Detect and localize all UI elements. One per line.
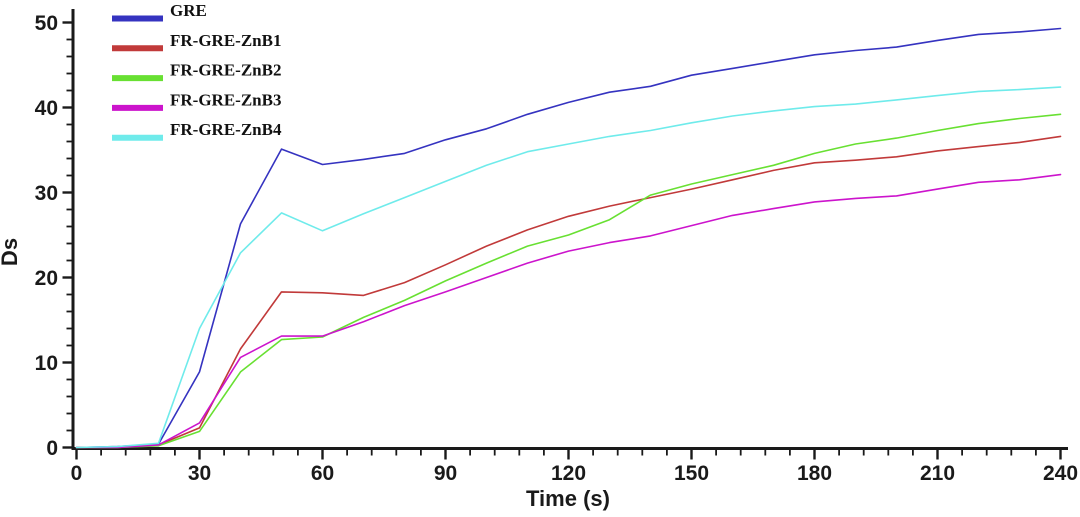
series-line-FR-GRE-ZnB1 <box>75 135 1062 449</box>
x-tick-label-0: 0 <box>71 462 83 485</box>
x-tick-label-30: 30 <box>188 462 211 485</box>
x-axis-title: Time (s) <box>526 486 610 511</box>
x-tick-label-150: 150 <box>674 462 709 485</box>
series-line-FR-GRE-ZnB3 <box>75 173 1062 449</box>
series-line-GRE <box>75 27 1062 449</box>
legend-label-GRE: GRE <box>170 1 207 20</box>
y-tick-label-20: 20 <box>35 267 58 290</box>
legend-label-FR-GRE-ZnB1: FR-GRE-ZnB1 <box>170 31 281 50</box>
axes: 0 30 60 90 120 150 180 210 240 0 10 20 30 40 50 <box>35 9 1078 485</box>
y-tick-label-50: 50 <box>35 12 58 35</box>
legend-label-FR-GRE-ZnB4: FR-GRE-ZnB4 <box>170 120 282 139</box>
y-tick-label-30: 30 <box>35 182 58 205</box>
x-tick-label-240: 240 <box>1043 462 1078 485</box>
legend-label-FR-GRE-ZnB2: FR-GRE-ZnB2 <box>170 61 281 80</box>
x-tick-label-90: 90 <box>434 462 457 485</box>
x-tick-label-210: 210 <box>920 462 955 485</box>
y-tick-label-40: 40 <box>35 97 58 120</box>
y-axis-title: Ds <box>0 238 22 266</box>
x-tick-label-180: 180 <box>797 462 832 485</box>
series-line-FR-GRE-ZnB4 <box>75 86 1062 449</box>
y-tick-label-0: 0 <box>46 437 58 460</box>
series-line-FR-GRE-ZnB2 <box>75 113 1062 449</box>
x-tick-label-120: 120 <box>551 462 586 485</box>
y-tick-label-10: 10 <box>35 352 58 375</box>
x-tick-label-60: 60 <box>311 462 334 485</box>
series-lines <box>75 27 1062 449</box>
legend: GRE FR-GRE-ZnB1 FR-GRE-ZnB2 FR-GRE-ZnB3 FR-G… <box>112 1 282 141</box>
legend-label-FR-GRE-ZnB3: FR-GRE-ZnB3 <box>170 90 281 109</box>
